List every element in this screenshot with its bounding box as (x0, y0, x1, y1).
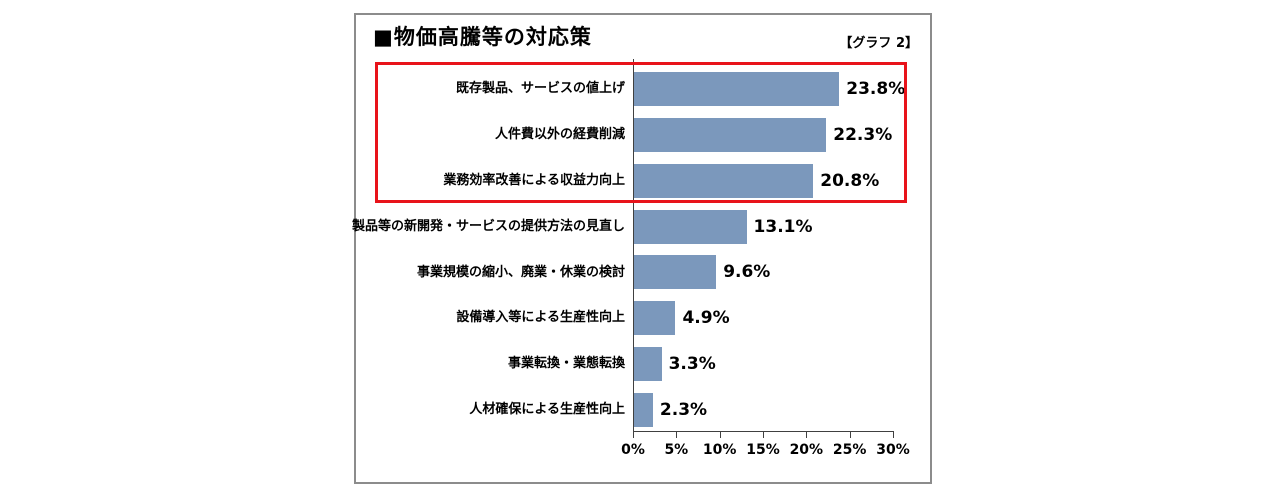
value-label: 2.3% (659, 399, 708, 420)
axis-tick (806, 431, 808, 438)
axis-tick (763, 431, 764, 438)
axis-tick (633, 431, 634, 438)
chart-row: 製品等の新開発・サービスの提供方法の見直し 13.1% (351, 209, 930, 244)
category-label: 人件費以外の経費削減 (494, 127, 625, 143)
chart-row: 事業転換・業態転換 3.3% (356, 347, 930, 382)
chart-tag-label: 【グラフ 2】 (839, 36, 918, 51)
value-label: 13.1% (753, 216, 813, 237)
category-label: 業務効率改善による収益力向上 (443, 172, 625, 188)
chart-row: 既存製品、サービスの値上げ 23.8% (356, 72, 930, 106)
axis-tick (893, 431, 894, 438)
bar (633, 301, 676, 336)
value-label: 20.8% (820, 170, 880, 191)
plot-area: 既存製品、サービスの値上げ 23.8% 人件費以外の経費削減 22.3% 業務効率改善に… (351, 15, 930, 482)
value-axis-line (633, 59, 634, 432)
category-label: 事業転換・業態転換 (507, 356, 625, 372)
bar (633, 163, 814, 198)
axis-tick-label: 30% (876, 442, 910, 458)
axis-tick (719, 431, 721, 438)
category-label: 設備導入等による生産性向上 (456, 310, 625, 326)
chart-row: 人材確保による生産性向上 2.3% (356, 392, 930, 427)
chart-row: 業務効率改善による収益力向上 20.8% (356, 163, 930, 198)
chart-row: 設備導入等による生産性向上 4.9% (356, 301, 930, 336)
axis-tick-label: 10% (702, 442, 737, 458)
axis-tick (676, 431, 678, 438)
category-label: 製品等の新開発・サービスの提供方法の見直し (351, 218, 625, 234)
bar (633, 72, 840, 106)
value-label: 3.3% (668, 354, 716, 375)
value-label: 23.8% (846, 79, 906, 99)
chart-row: 事業規模の縮小、廃業・休業の検討 9.6% (356, 255, 930, 290)
category-label: 人材確保による生産性向上 (469, 402, 625, 418)
axis-tick-label: 0% (621, 442, 645, 458)
chart-row: 人件費以外の経費削減 22.3% (356, 117, 930, 152)
axis-tick-label: 25% (832, 442, 867, 458)
value-label: 22.3% (833, 124, 893, 145)
value-label: 9.6% (723, 262, 771, 283)
bar (633, 255, 717, 290)
axis-tick (849, 431, 851, 438)
category-label: 事業規模の縮小、廃業・休業の検討 (416, 264, 625, 280)
axis-tick-label: 20% (789, 442, 824, 458)
chart-title: ■物価高騰等の対応策 (373, 25, 592, 49)
bar (633, 347, 662, 382)
bar (633, 209, 747, 244)
chart-frame: ■物価高騰等の対応策 【グラフ 2】 既存製品、サービスの値上げ 23.8% 人件費… (351, 13, 932, 484)
value-label: 4.9% (682, 308, 730, 329)
axis-tick-label: 15% (746, 442, 780, 458)
axis-tick-label: 5% (664, 442, 689, 458)
bar (633, 117, 827, 152)
category-label: 既存製品、サービスの値上げ (455, 81, 625, 97)
bar (633, 392, 653, 427)
